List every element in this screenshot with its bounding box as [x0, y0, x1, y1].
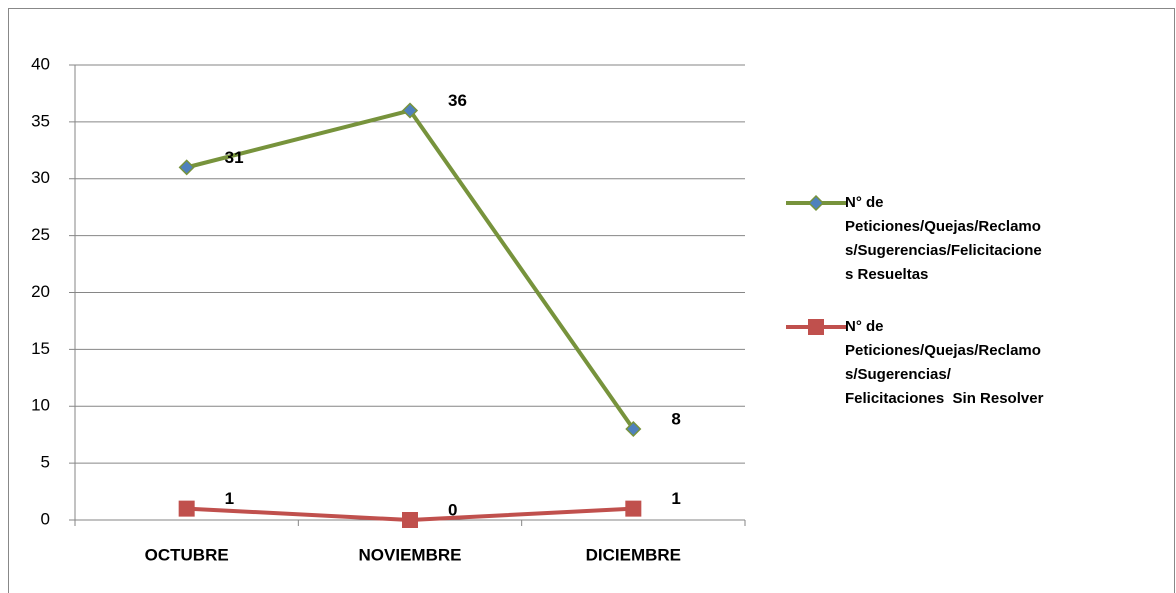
marker [625, 420, 642, 438]
marker [401, 102, 419, 119]
marker [807, 194, 825, 212]
y-tick-label: 20 [31, 282, 50, 301]
x-tick-label: NOVIEMBRE [359, 545, 462, 564]
y-tick-label: 30 [31, 168, 50, 187]
series-line [186, 108, 635, 431]
y-tick-label: 40 [31, 54, 50, 73]
data-label: 0 [448, 500, 457, 519]
marker [178, 500, 195, 517]
legend-label: N° de Peticiones/Quejas/Reclamos/Sugeren… [845, 318, 1044, 407]
marker [625, 500, 642, 517]
y-tick-label: 5 [41, 453, 50, 472]
y-tick-label: 25 [31, 225, 50, 244]
data-label: 8 [671, 409, 680, 428]
y-tick-label: 0 [41, 509, 50, 528]
marker [178, 159, 195, 176]
y-tick-label: 15 [31, 339, 50, 358]
y-tick-label: 35 [31, 111, 50, 130]
legend-label: N° de Peticiones/Quejas/Reclamos/Sugeren… [845, 194, 1042, 283]
chart-frame [8, 8, 1175, 593]
data-label: 31 [225, 148, 244, 167]
marker [808, 319, 824, 335]
y-tick-label: 10 [31, 396, 50, 415]
data-label: 1 [225, 489, 234, 508]
data-label: 1 [671, 489, 680, 508]
x-tick-label: OCTUBRE [145, 545, 229, 564]
marker [402, 512, 418, 528]
x-tick-label: DICIEMBRE [586, 545, 681, 564]
data-label: 36 [448, 91, 467, 110]
